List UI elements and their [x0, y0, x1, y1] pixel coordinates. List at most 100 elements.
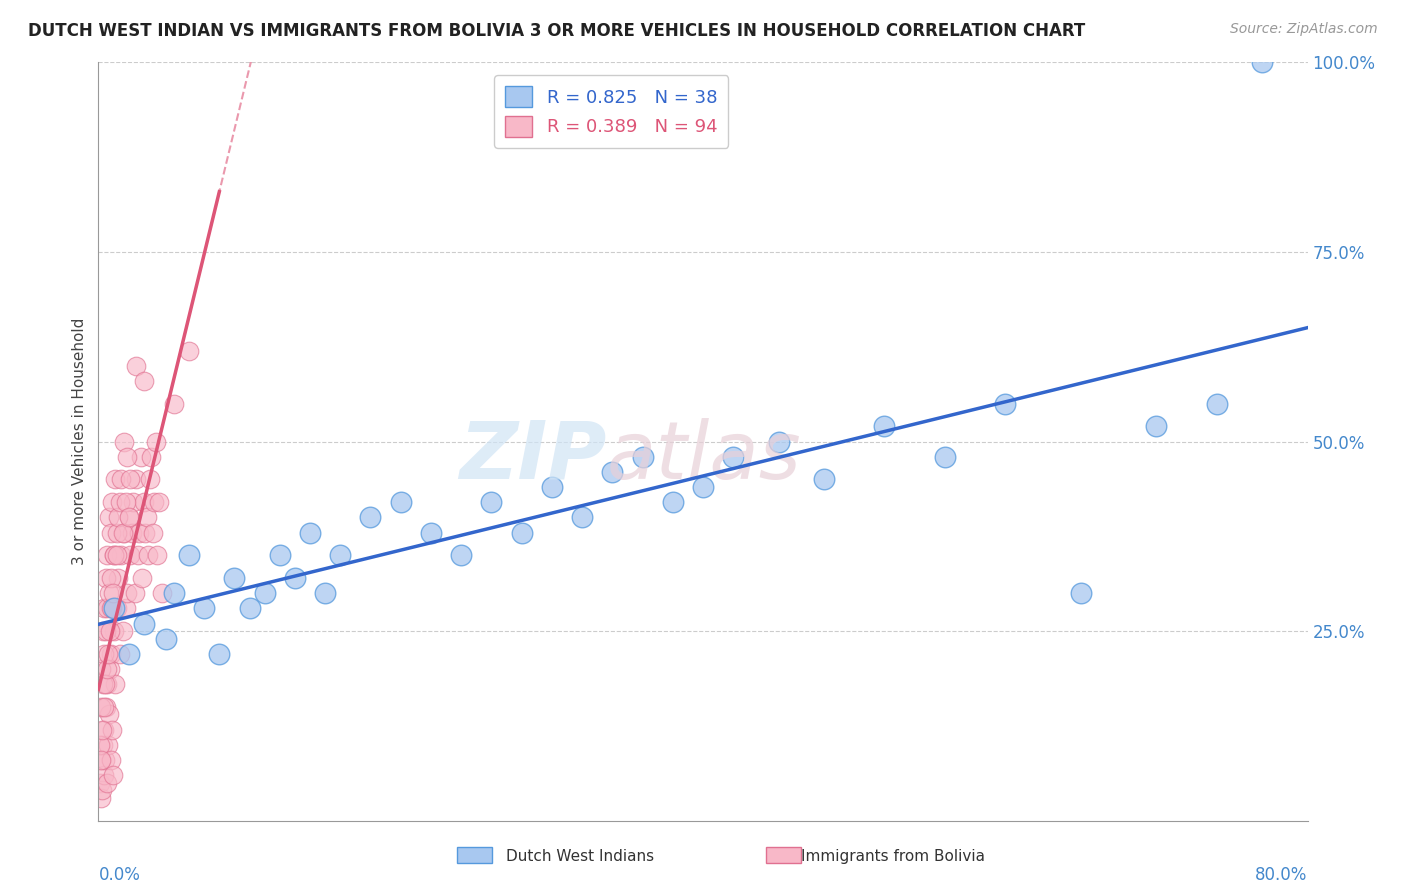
Point: [91, 624, 114, 639]
Point: [103, 548, 125, 563]
Point: [934, 450, 956, 464]
Point: [103, 601, 125, 615]
Text: ZIP: ZIP: [458, 417, 606, 496]
Point: [93, 647, 115, 661]
Text: atlas: atlas: [606, 417, 801, 496]
Point: [110, 548, 132, 563]
Point: [163, 586, 186, 600]
Point: [98, 662, 121, 676]
Point: [125, 473, 148, 487]
Point: [132, 616, 155, 631]
Point: [96, 677, 118, 691]
Point: [360, 510, 382, 524]
Point: [146, 548, 169, 563]
Point: [253, 586, 276, 600]
Point: [163, 396, 186, 410]
Point: [101, 586, 124, 600]
Point: [107, 510, 129, 524]
Point: [91, 677, 114, 691]
Text: Dutch West Indians: Dutch West Indians: [506, 849, 654, 863]
Point: [136, 548, 159, 563]
Point: [224, 571, 246, 585]
Point: [101, 723, 124, 737]
Point: [100, 525, 122, 540]
Point: [118, 510, 141, 524]
Point: [103, 624, 125, 639]
Point: [115, 586, 138, 600]
Point: [111, 525, 134, 540]
Point: [90, 753, 112, 767]
Point: [314, 586, 336, 600]
Point: [94, 571, 117, 585]
Point: [90, 791, 112, 805]
Point: [284, 571, 307, 585]
Point: [96, 662, 118, 676]
Point: [692, 480, 714, 494]
Point: [108, 647, 131, 661]
Point: [1251, 55, 1274, 70]
Point: [150, 586, 173, 600]
Point: [131, 571, 153, 585]
Text: Immigrants from Bolivia: Immigrants from Bolivia: [801, 849, 986, 863]
Point: [132, 495, 155, 509]
Point: [813, 473, 835, 487]
Point: [112, 525, 135, 540]
Point: [112, 434, 135, 449]
Point: [118, 510, 141, 524]
Point: [127, 548, 149, 563]
Point: [100, 753, 122, 767]
Point: [135, 510, 157, 524]
Point: [768, 434, 790, 449]
Point: [124, 586, 146, 600]
Point: [142, 525, 165, 540]
Point: [125, 359, 148, 373]
Point: [269, 548, 291, 563]
Point: [97, 647, 120, 661]
Point: [100, 601, 122, 615]
Point: [118, 647, 141, 661]
Point: [128, 525, 150, 540]
Point: [91, 738, 114, 752]
Point: [110, 473, 132, 487]
Point: [631, 450, 654, 464]
Point: [101, 495, 124, 509]
Point: [89, 776, 111, 790]
Point: [91, 723, 114, 737]
Point: [108, 495, 131, 509]
Point: [450, 548, 472, 563]
Point: [93, 601, 115, 615]
Text: 0.0%: 0.0%: [98, 866, 141, 884]
Point: [723, 450, 745, 464]
Point: [193, 601, 215, 615]
Point: [134, 525, 156, 540]
Point: [420, 525, 443, 540]
Point: [105, 601, 128, 615]
Point: [120, 548, 142, 563]
Text: 80.0%: 80.0%: [1256, 866, 1308, 884]
Point: [141, 450, 163, 464]
Point: [120, 473, 142, 487]
Point: [96, 548, 118, 563]
Point: [114, 495, 136, 509]
Point: [873, 419, 896, 434]
Point: [299, 525, 322, 540]
Point: [115, 450, 138, 464]
Point: [239, 601, 262, 615]
Point: [96, 776, 118, 790]
Point: [94, 753, 117, 767]
Point: [1206, 396, 1229, 410]
Point: [105, 548, 128, 563]
Point: [122, 495, 145, 509]
Point: [101, 601, 124, 615]
Point: [602, 465, 624, 479]
Point: [98, 624, 121, 639]
Point: [101, 768, 124, 782]
Y-axis label: 3 or more Vehicles in Household: 3 or more Vehicles in Household: [72, 318, 87, 566]
Point: [389, 495, 412, 509]
Point: [139, 473, 162, 487]
Point: [571, 510, 593, 524]
Point: [481, 495, 503, 509]
Text: Source: ZipAtlas.com: Source: ZipAtlas.com: [1230, 22, 1378, 37]
Point: [97, 738, 120, 752]
Point: [98, 707, 121, 722]
